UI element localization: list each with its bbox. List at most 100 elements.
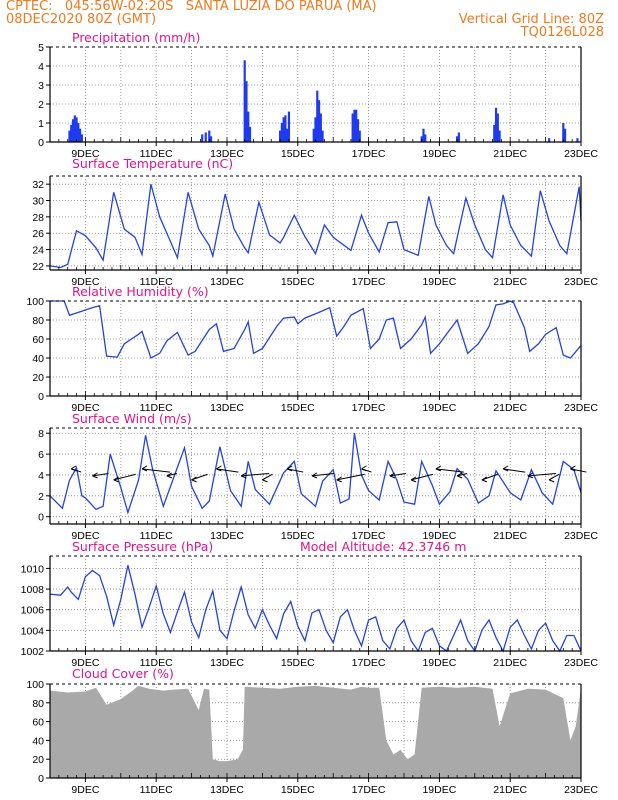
- precip-bar: [204, 132, 207, 142]
- panel-5: 1002 1004 1006 1008 1010 9DEC 11DEC 13DEC 15DEC 1…: [21, 539, 599, 669]
- precip-bar: [321, 130, 324, 142]
- wind-arrow: [113, 473, 136, 481]
- x-date-label: 17DEC: [352, 402, 386, 414]
- precip-bar: [562, 123, 565, 142]
- x-date-label: 21DEC: [493, 784, 527, 796]
- y-tick-label: 2: [38, 99, 44, 111]
- x-date-label: 21DEC: [493, 276, 527, 288]
- header-line1: CPTEC: 045:56W-02:20S SANTA LUZIA DO PAR…: [6, 0, 377, 14]
- x-date-label: 13DEC: [210, 784, 244, 796]
- x-date-label: 15DEC: [281, 402, 315, 414]
- wind-arrow: [191, 473, 208, 481]
- precip-bar: [498, 130, 501, 142]
- x-date-label: 17DEC: [352, 148, 386, 160]
- y-tick-label: 24: [32, 245, 44, 257]
- wind-arrow: [389, 472, 406, 477]
- precip-bar: [351, 113, 354, 142]
- x-date-label: 11DEC: [140, 276, 173, 288]
- y-tick-label: 1002: [21, 646, 45, 658]
- y-tick-label: 20: [32, 754, 44, 766]
- y-tick-label: 0: [38, 391, 44, 403]
- y-tick-label: 100: [26, 296, 44, 308]
- y-tick-label: 28: [32, 212, 44, 224]
- precip-bar: [424, 134, 427, 142]
- wind-arrow-head: [286, 465, 293, 472]
- wind-arrow: [216, 468, 239, 473]
- y-tick-label: 1004: [21, 625, 45, 637]
- y-tick-label: 100: [26, 679, 44, 691]
- wind-arrow-head: [311, 472, 318, 479]
- y-tick-label: 0: [38, 137, 44, 149]
- precip-bar: [77, 123, 80, 142]
- x-date-label: 19DEC: [422, 402, 456, 414]
- y-tick-label: 40: [32, 353, 44, 365]
- wind-arrow-head: [92, 472, 98, 479]
- precip-bar: [494, 107, 498, 142]
- x-date-label: 23DEC: [564, 148, 598, 160]
- x-date-label: 13DEC: [210, 402, 244, 414]
- x-date-label: 11DEC: [140, 148, 173, 160]
- y-tick-label: 2: [38, 491, 44, 503]
- precip-bar: [284, 115, 287, 142]
- cloud-cover-area: [50, 685, 581, 778]
- x-date-label: 21DEC: [493, 657, 527, 669]
- x-date-label: 13DEC: [210, 276, 244, 288]
- precip-bar: [71, 119, 75, 142]
- x-date-label: 21DEC: [493, 148, 527, 160]
- header-date: 08DEC2020 80Z (GMT): [6, 12, 157, 27]
- x-date-label: 15DEC: [281, 784, 315, 796]
- y-tick-label: 40: [32, 735, 44, 747]
- x-date-label: 15DEC: [281, 530, 315, 542]
- y-tick-label: 30: [32, 196, 44, 208]
- x-date-label: 17DEC: [352, 657, 386, 669]
- wind-arrow: [435, 468, 464, 473]
- wind-arrow-head: [70, 465, 77, 472]
- x-date-label: 9DEC: [71, 276, 99, 288]
- precip-bar: [563, 128, 567, 142]
- x-date-label: 23DEC: [564, 657, 598, 669]
- y-tick-label: 1006: [21, 605, 45, 617]
- precip-bar: [457, 132, 460, 142]
- panel-2: 22 24 26 28 30 32 9DEC 11DEC 13DEC 15DEC 17DEC 19DE…: [32, 156, 598, 288]
- wind-arrow-head: [456, 472, 463, 479]
- y-tick-label: 60: [32, 334, 44, 346]
- y-tick-label: 6: [38, 449, 44, 461]
- x-date-label: 19DEC: [422, 657, 456, 669]
- wind-arrow-head: [481, 476, 488, 483]
- x-date-label: 11DEC: [140, 657, 173, 669]
- x-date-label: 23DEC: [564, 276, 598, 288]
- precip-bar: [75, 117, 78, 142]
- wind-arrow-head: [216, 465, 222, 472]
- precip-bar: [312, 128, 315, 142]
- wind-arrow-head: [570, 465, 576, 472]
- wind-arrow-head: [262, 476, 268, 483]
- wind-arrow: [166, 472, 177, 477]
- precip-bar: [73, 115, 76, 142]
- precip-bar: [496, 113, 499, 142]
- x-date-label: 15DEC: [281, 148, 315, 160]
- precip-bar: [316, 90, 319, 142]
- y-tick-label: 4: [38, 470, 44, 482]
- precip-bar: [201, 134, 204, 142]
- wind-arrow: [456, 472, 468, 477]
- precip-bar: [286, 128, 289, 142]
- panel-6: 0 20 40 60 80 100 9DEC 11DEC 13DEC 15DEC 17DEC 19DE…: [26, 666, 598, 796]
- precip-bar: [353, 109, 356, 142]
- y-tick-label: 0: [38, 773, 44, 785]
- x-date-label: 23DEC: [564, 402, 598, 414]
- x-date-label: 19DEC: [422, 530, 456, 542]
- x-date-label: 11DEC: [140, 530, 173, 542]
- y-tick-label: 1008: [21, 584, 45, 596]
- x-date-label: 11DEC: [140, 402, 173, 414]
- wind-arrow-head: [336, 476, 342, 483]
- y-tick-label: 4: [38, 61, 44, 73]
- y-tick-label: 1: [38, 118, 44, 130]
- wind-arrow-head: [166, 472, 173, 479]
- wind-arrow-head: [113, 476, 119, 483]
- wind-arrow-head: [435, 465, 442, 472]
- x-date-label: 9DEC: [71, 530, 99, 542]
- precip-bar: [287, 111, 291, 142]
- panel-annotation: Model Altitude: 42.3746 m: [300, 539, 466, 554]
- wind-arrow-head: [141, 465, 148, 472]
- x-date-label: 17DEC: [352, 276, 386, 288]
